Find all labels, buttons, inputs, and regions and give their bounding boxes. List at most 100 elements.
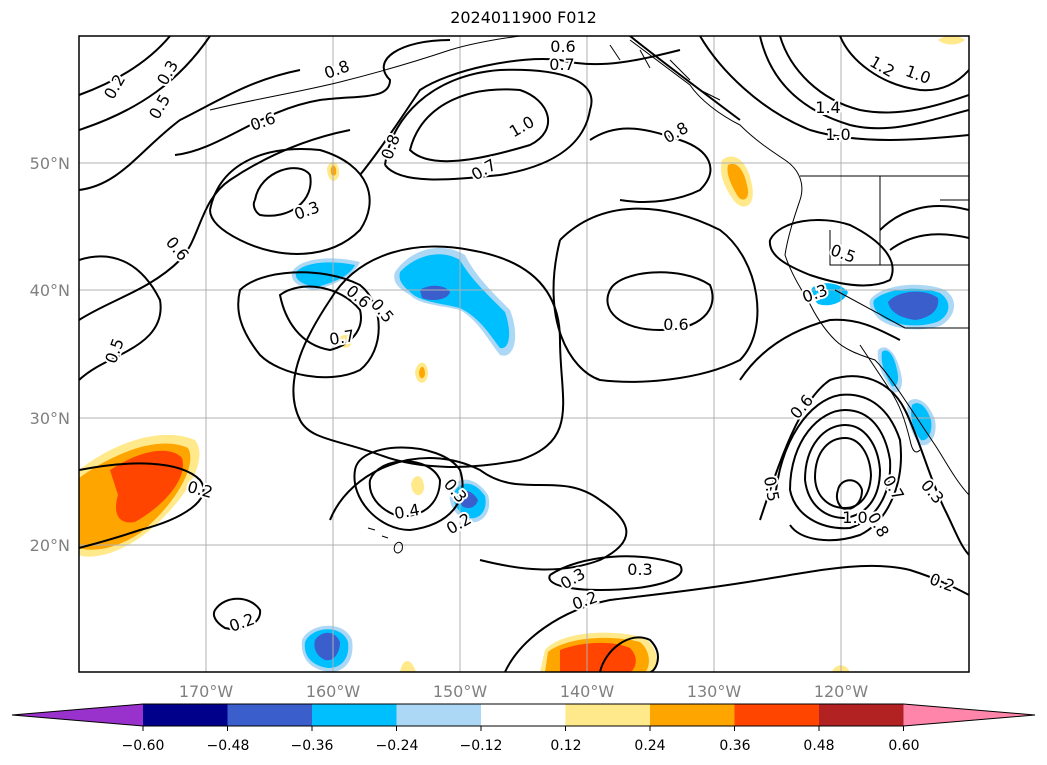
contour-0.3-east xyxy=(759,375,969,556)
contour-1.0-northeast xyxy=(759,36,969,130)
contour-0.6-main xyxy=(174,39,451,156)
lon-tick-label-3: 140°W xyxy=(560,682,615,701)
contour-0.5-west xyxy=(79,69,301,191)
contour-label: 0.3 xyxy=(627,560,652,579)
lat-tick-label-3: 50°N xyxy=(30,154,70,173)
shade-warm-dot-4 xyxy=(338,334,352,348)
contour-0.5-center-long xyxy=(292,245,565,468)
contour-0.5-west-coast xyxy=(768,219,894,287)
contour-label: 0.4 xyxy=(393,500,421,523)
lon-tick-label-0: 170°W xyxy=(179,682,234,701)
colorbar-segment xyxy=(227,704,313,726)
map-panel: 0.20.2 0.30.30.50.5 0.60.60.80.80.60.60.70… xyxy=(30,35,970,701)
colorbar-segment xyxy=(650,704,735,726)
shade-cold-central-inner xyxy=(420,285,450,300)
colorbar-segment xyxy=(734,704,820,726)
shade-cold-baja-mid xyxy=(881,350,899,387)
colorbar-extend-high xyxy=(903,704,1035,726)
contour-0.2-small xyxy=(212,597,262,630)
colorbar-tick-label-1: −0.48 xyxy=(207,738,250,754)
lon-tick-label-4: 130°W xyxy=(687,682,742,701)
colorbar-tick-label-2: −0.36 xyxy=(291,738,334,754)
contour-0.6-inland xyxy=(889,233,969,251)
shade-warm-west-inner xyxy=(110,450,183,523)
lon-tick-label-5: 120°W xyxy=(814,682,869,701)
lat-tick-label-0: 20°N xyxy=(30,536,70,555)
contour-label: 0.7 xyxy=(549,55,574,74)
contour-label-halo: 1.4 xyxy=(815,98,840,117)
colorbar: −0.60 −0.48 −0.36 −0.24 −0.12 0.12 0.24 … xyxy=(11,703,1036,754)
contour-label: 1.4 xyxy=(815,98,840,117)
contour-0.2-south-red xyxy=(599,636,659,672)
contour-0.8-center-north xyxy=(589,127,712,203)
shade-cold-central-mid xyxy=(399,254,510,349)
shade-cold-mexico-mid xyxy=(911,403,932,441)
contour-label-halo: 1.0 xyxy=(842,508,867,527)
contour-0.2-south-big xyxy=(504,564,969,672)
colorbar-segments xyxy=(11,703,1036,731)
contour-0.5-east xyxy=(774,393,902,542)
shade-cold-sf xyxy=(811,283,848,306)
map-background xyxy=(79,36,969,672)
shade-warm-dot-5 xyxy=(400,661,416,672)
colorbar-tick-label-7: 0.36 xyxy=(719,738,750,754)
colorbar-segment xyxy=(481,704,566,726)
contour-0.3-center xyxy=(353,446,464,532)
contour-0.8-northeast xyxy=(699,36,969,141)
graticule xyxy=(79,36,969,672)
contour-0.5-westmost xyxy=(79,255,162,381)
colorbar-segment xyxy=(143,704,228,726)
shade-cold-hawaii-inner xyxy=(458,490,478,508)
contour-label: 0.7 xyxy=(328,326,356,349)
colorbar-tick-label-9: 0.60 xyxy=(888,738,919,754)
contour-0.5-inland xyxy=(879,205,969,231)
contour-label: 0.6 xyxy=(550,37,575,56)
contour-0.8-north xyxy=(384,68,593,181)
colorbar-tick-label-8: 0.48 xyxy=(803,738,834,754)
lon-tick-label-2: 150°W xyxy=(433,682,488,701)
map-title: 2024011900 F012 xyxy=(450,8,597,27)
contour-0.6-west-coast xyxy=(739,318,901,381)
contour-label-halo: 0.7 xyxy=(549,55,574,74)
colorbar-tick-label-4: −0.12 xyxy=(460,738,503,754)
shade-warm-dot-7 xyxy=(938,36,965,45)
colorbar-segment xyxy=(565,704,651,726)
colorbar-segment xyxy=(396,704,482,726)
contour-0.6-east xyxy=(789,408,892,530)
shade-cold-california-inner xyxy=(888,291,939,320)
contour-label-halo: 0.6 xyxy=(663,315,688,334)
shade-warm-bc-mid xyxy=(727,163,749,200)
contour-0.6-west-loop xyxy=(278,285,362,352)
contour-0.6-center xyxy=(606,271,714,332)
colorbar-tick-labels: −0.60 −0.48 −0.36 −0.24 −0.12 0.12 0.24 … xyxy=(122,738,920,754)
contour-label: 1.0 xyxy=(825,125,850,144)
contour-0.2-west xyxy=(79,462,205,549)
colorbar-tick-label-0: −0.60 xyxy=(122,738,165,754)
colorbar-extend-low xyxy=(12,704,143,726)
border-states-3 xyxy=(834,289,906,329)
colorbar-tick-label-3: −0.24 xyxy=(376,738,419,754)
colorbar-segment xyxy=(312,704,397,726)
lat-tick-label-1: 30°N xyxy=(30,409,70,428)
contour-0.3-north xyxy=(79,36,211,131)
colorbar-segment xyxy=(819,704,904,726)
contour-0.8-east xyxy=(814,436,873,510)
coastline-north-america xyxy=(629,39,969,496)
contour-1.2-northeast xyxy=(839,36,969,92)
shade-warm-dot-2b xyxy=(419,366,425,379)
contour-0.2-center xyxy=(329,457,628,571)
contour-1.4-northeast xyxy=(779,36,969,114)
contour-0.3-south xyxy=(548,555,683,592)
contour-label: 0.5 xyxy=(760,475,783,503)
contour-0.5-big-west xyxy=(209,148,371,255)
contour-0.2-north xyxy=(79,36,171,96)
shade-cold-south-inner xyxy=(314,632,340,661)
contour-0.6-northeast xyxy=(629,36,741,121)
contour-1.0-east xyxy=(835,479,864,510)
lon-tick-label-1: 160°W xyxy=(306,682,361,701)
lat-tick-labels: 20°N 30°N 40°N 50°N xyxy=(30,154,70,555)
contour-label-halo: 0.6 xyxy=(550,37,575,56)
shade-warm-dot-3 xyxy=(411,476,424,496)
contour-0.7-north xyxy=(359,49,681,176)
